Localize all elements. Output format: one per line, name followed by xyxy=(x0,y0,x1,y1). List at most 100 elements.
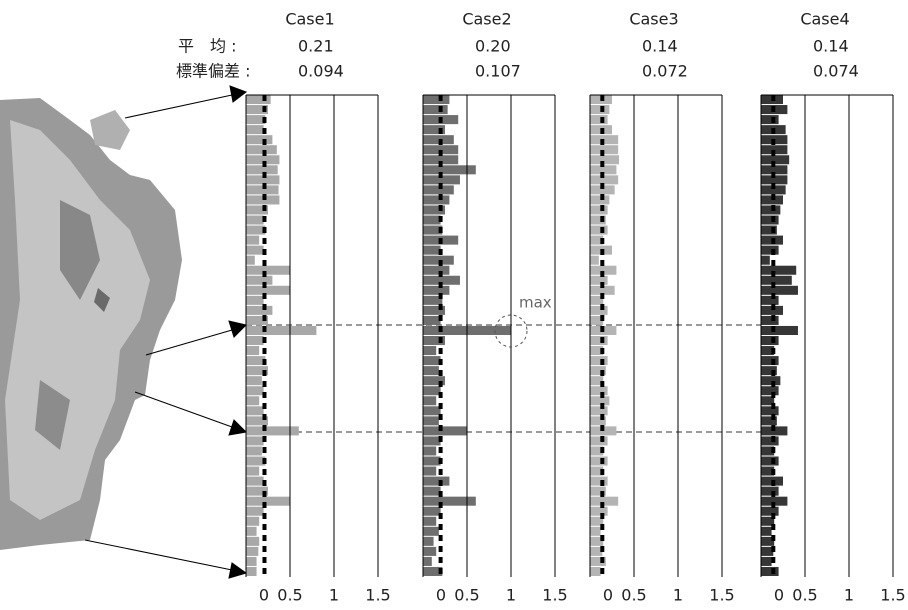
bar xyxy=(590,306,608,315)
x-tick-label: 1.5 xyxy=(880,586,905,605)
bar xyxy=(246,135,272,144)
bar xyxy=(761,316,779,325)
bar xyxy=(423,135,454,144)
bar xyxy=(590,105,609,114)
bar xyxy=(246,406,264,415)
bar xyxy=(246,436,264,445)
bar xyxy=(423,477,449,486)
panel-title: Case1 xyxy=(285,10,334,29)
bar xyxy=(246,216,264,225)
bar xyxy=(246,246,264,255)
bar xyxy=(246,346,259,355)
bar xyxy=(246,376,262,385)
bar xyxy=(590,436,608,445)
bar xyxy=(423,426,467,435)
bar xyxy=(246,446,262,455)
bar xyxy=(590,406,608,415)
bar xyxy=(590,155,619,164)
bar xyxy=(423,527,439,536)
bar xyxy=(246,557,257,566)
bar xyxy=(423,547,436,556)
map xyxy=(0,98,182,550)
bar xyxy=(423,386,441,395)
bar xyxy=(761,296,779,305)
bar xyxy=(761,256,770,265)
std-row-label: 標準偏差 : xyxy=(176,62,250,81)
x-tick-label: 1 xyxy=(673,586,683,605)
bar xyxy=(423,436,441,445)
figure: 平 均 : 標準偏差 : 00.511.5Case10.210.09400.51… xyxy=(0,0,908,606)
bar xyxy=(423,487,441,496)
bar xyxy=(246,517,259,526)
bar xyxy=(761,457,779,466)
bar xyxy=(246,266,290,275)
bar xyxy=(590,396,609,405)
bar xyxy=(246,547,258,556)
bar xyxy=(590,386,608,395)
mean-value: 0.20 xyxy=(475,37,511,56)
std-value: 0.072 xyxy=(642,62,688,81)
bar xyxy=(590,115,608,124)
bar xyxy=(423,416,439,425)
bar xyxy=(246,276,272,285)
bar xyxy=(246,426,299,435)
x-tick-label: 0 xyxy=(774,586,784,605)
bar xyxy=(423,446,436,455)
bar xyxy=(246,326,316,335)
x-tick-label: 1 xyxy=(329,586,339,605)
bar xyxy=(423,216,441,225)
bar xyxy=(590,276,608,285)
bar xyxy=(246,567,257,576)
bar xyxy=(246,165,278,174)
bar xyxy=(761,386,779,395)
bar xyxy=(761,406,779,415)
bar xyxy=(246,185,279,194)
bar xyxy=(423,537,434,546)
bar xyxy=(590,226,608,235)
bar xyxy=(590,356,608,365)
x-tick-label: 1.5 xyxy=(542,586,567,605)
bar xyxy=(423,95,449,104)
bar xyxy=(246,95,271,104)
bar xyxy=(423,185,454,194)
mean-row-label: 平 均 : xyxy=(178,37,236,56)
bar xyxy=(761,436,779,445)
bar xyxy=(246,537,259,546)
bar xyxy=(246,386,264,395)
mean-value: 0.14 xyxy=(642,37,678,56)
bar xyxy=(761,115,779,124)
bar xyxy=(246,286,290,295)
bar xyxy=(246,226,265,235)
bar xyxy=(246,507,264,516)
bar xyxy=(246,115,265,124)
annotation: max xyxy=(519,293,552,311)
bar xyxy=(423,246,441,255)
bar xyxy=(423,467,436,476)
bar xyxy=(761,567,779,576)
bar xyxy=(761,286,798,295)
std-value: 0.074 xyxy=(813,62,859,81)
bar xyxy=(590,195,609,204)
bar xyxy=(246,125,264,134)
bar xyxy=(423,356,441,365)
bar xyxy=(761,527,772,536)
x-tick-label: 0 xyxy=(259,586,269,605)
bar xyxy=(246,236,259,245)
bar xyxy=(590,256,599,265)
bar xyxy=(423,366,439,375)
bar xyxy=(761,216,779,225)
bar xyxy=(423,316,441,325)
bar xyxy=(423,105,448,114)
bar xyxy=(590,507,608,516)
bar xyxy=(761,487,779,496)
bar xyxy=(423,557,432,566)
bar xyxy=(246,145,277,154)
bar xyxy=(423,517,436,526)
x-tick-label: 0 xyxy=(436,586,446,605)
panel-title: Case3 xyxy=(629,10,678,29)
mean-value: 0.14 xyxy=(813,37,849,56)
bar xyxy=(246,477,264,486)
bar xyxy=(246,336,264,345)
bar xyxy=(246,296,264,305)
x-tick-label: 0.5 xyxy=(454,586,479,605)
